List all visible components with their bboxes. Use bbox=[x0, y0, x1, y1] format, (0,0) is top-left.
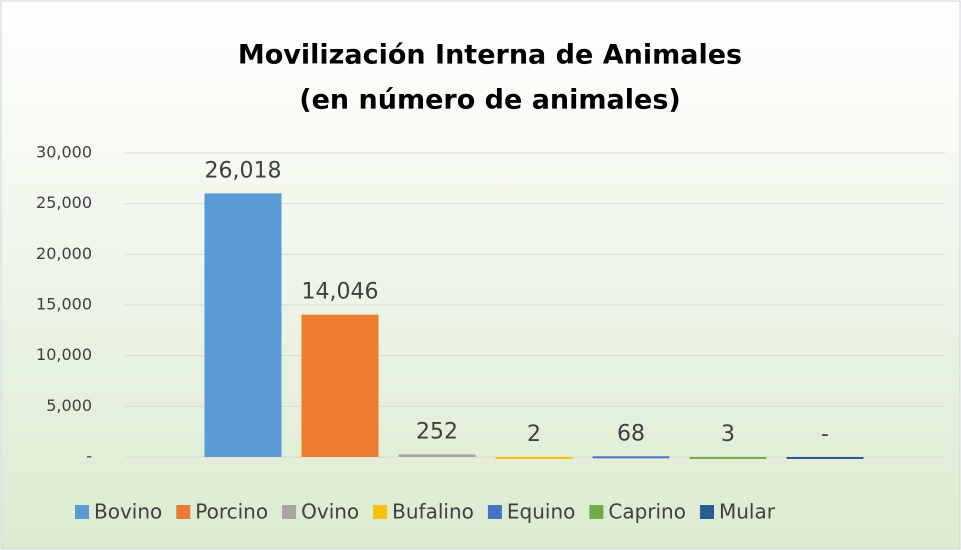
y-tick-label: 25,000 bbox=[36, 193, 92, 212]
data-label: 26,018 bbox=[205, 158, 282, 183]
chart-title: Movilización Interna de Animales bbox=[238, 40, 742, 71]
legend-label: Mular bbox=[719, 500, 776, 524]
legend-swatch bbox=[75, 505, 89, 519]
legend-swatch bbox=[699, 505, 714, 519]
y-tick-label: 20,000 bbox=[36, 244, 92, 263]
data-label: 68 bbox=[617, 421, 645, 446]
legend-swatch bbox=[176, 505, 191, 519]
bar bbox=[495, 456, 573, 459]
data-label: 3 bbox=[721, 422, 735, 447]
y-tick-label: 5,000 bbox=[46, 396, 92, 415]
data-label: - bbox=[821, 422, 829, 447]
data-label: 252 bbox=[416, 419, 458, 444]
y-tick-label: 30,000 bbox=[36, 143, 92, 162]
legend-label: Ovino bbox=[301, 500, 359, 524]
legend-swatch bbox=[282, 505, 297, 519]
y-tick-label: 10,000 bbox=[36, 345, 92, 364]
bar bbox=[301, 314, 379, 457]
legend-swatch bbox=[373, 505, 388, 519]
y-tick-label: 15,000 bbox=[36, 295, 92, 314]
data-label: 14,046 bbox=[302, 280, 379, 305]
bar bbox=[786, 457, 864, 459]
bar bbox=[689, 456, 767, 459]
bar bbox=[398, 454, 476, 457]
data-label: 2 bbox=[527, 422, 541, 447]
chart-subtitle: (en número de animales) bbox=[299, 85, 681, 116]
legend-label: Equino bbox=[507, 500, 575, 524]
legend-label: Porcino bbox=[195, 500, 268, 524]
legend-swatch bbox=[487, 505, 502, 519]
legend-swatch bbox=[589, 505, 604, 519]
legend-label: Caprino bbox=[608, 500, 686, 524]
legend-label: Bovino bbox=[94, 500, 162, 524]
legend-label: Bufalino bbox=[392, 500, 474, 524]
bar bbox=[592, 456, 670, 459]
bar bbox=[204, 193, 282, 457]
y-tick-label: - bbox=[86, 447, 92, 466]
